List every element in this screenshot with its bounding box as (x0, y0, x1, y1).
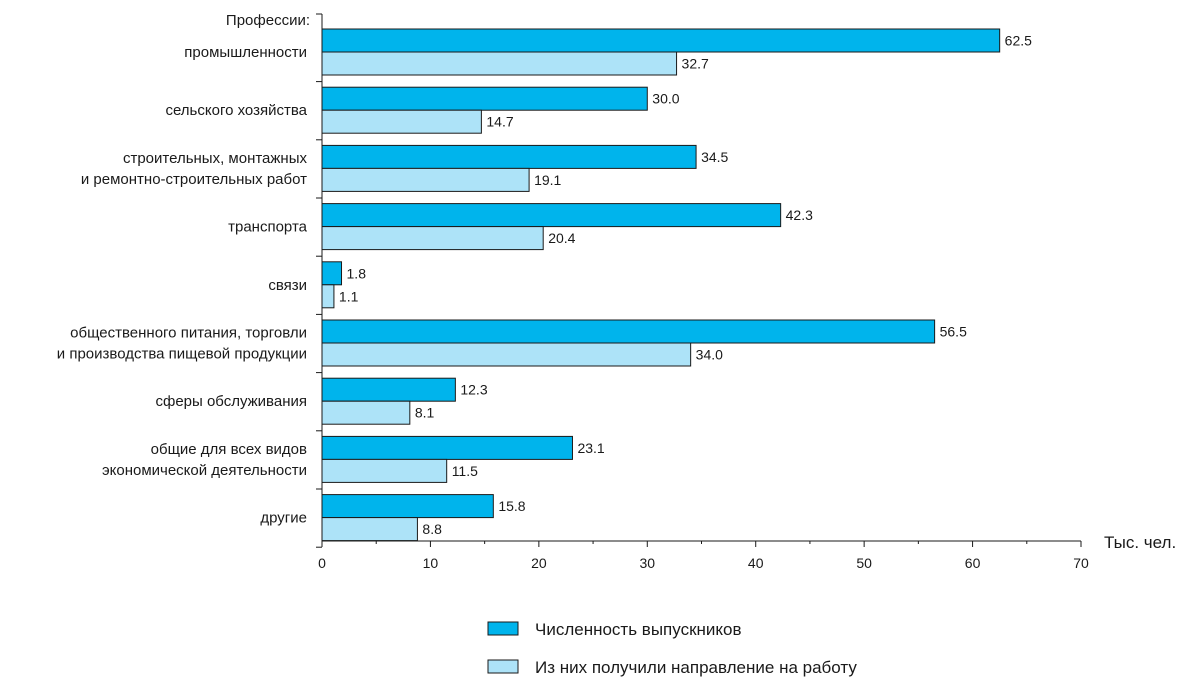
bar-series-1-3 (321, 144, 697, 169)
x-axis: 0 10 20 30 40 50 60 70 (316, 13, 1089, 571)
value-label-series-1-6: 56.5 (940, 324, 967, 340)
legend-label-2: Из них получили направление на работу (535, 658, 857, 677)
category-label-6-line-2: и производства пищевой продукции (57, 346, 307, 363)
bar-series-1-1 (321, 28, 1001, 53)
value-label-series-2-1: 32.7 (682, 56, 709, 72)
value-label-series-2-4: 20.4 (548, 230, 575, 246)
category-label-8-line-2: экономической деятельности (102, 462, 307, 479)
value-label-series-2-9: 8.8 (422, 521, 442, 537)
category-label-7: сферы обслуживания (155, 393, 307, 410)
bar-series-1-8 (321, 435, 573, 460)
value-label-series-1-5: 1.8 (347, 265, 367, 281)
legend: Численность выпускников Из них получили н… (487, 620, 857, 677)
category-label-6-line-1: общественного питания, торговли (70, 325, 307, 342)
category-label-5: связи (268, 277, 307, 294)
bar-series-2-2 (321, 109, 482, 134)
x-axis-unit: Тыс. чел. (1104, 533, 1176, 552)
x-tick-label-40: 40 (748, 555, 764, 571)
legend-swatch-1 (487, 621, 519, 636)
x-tick-label-10: 10 (423, 555, 439, 571)
category-label-2: сельского хозяйства (165, 102, 307, 119)
bar-series-1-7 (321, 377, 456, 402)
value-label-series-1-7: 12.3 (460, 382, 487, 398)
category-label-8-line-1: общие для всех видов (151, 441, 307, 458)
bar-series-2-7 (321, 400, 411, 425)
x-tick-label-30: 30 (639, 555, 655, 571)
x-tick-label-20: 20 (531, 555, 547, 571)
category-label-1: промышленности (184, 44, 307, 61)
value-label-series-2-6: 34.0 (696, 347, 723, 363)
bar-series-1-5 (321, 261, 343, 286)
x-tick-label-0: 0 (318, 555, 326, 571)
value-labels-group: 62.5 32.7 30.0 14.7 34.5 19.1 42.3 20.4 1.8 1.1 56… (339, 33, 1032, 538)
category-label-4: транспорта (228, 219, 308, 236)
x-tick-label-70: 70 (1073, 555, 1089, 571)
value-label-series-2-7: 8.1 (415, 405, 435, 421)
value-label-series-2-8: 11.5 (452, 463, 478, 479)
category-labels-group: промышленности сельского хозяйства строите… (57, 44, 308, 527)
value-label-series-2-5: 1.1 (339, 288, 359, 304)
bar-series-2-6 (321, 342, 692, 367)
value-label-series-2-3: 19.1 (534, 172, 561, 188)
bar-series-2-9 (321, 517, 418, 542)
legend-swatch-2 (487, 659, 519, 674)
value-label-series-1-9: 15.8 (498, 498, 525, 514)
x-tick-label-60: 60 (965, 555, 981, 571)
value-label-series-1-1: 62.5 (1005, 33, 1032, 49)
bar-series-2-4 (321, 226, 544, 251)
x-tick-label-50: 50 (856, 555, 872, 571)
bar-series-1-6 (321, 319, 936, 344)
category-label-9: другие (260, 510, 307, 527)
bar-series-2-8 (321, 458, 448, 483)
bar-series-1-9 (321, 494, 494, 519)
value-label-series-1-2: 30.0 (652, 91, 679, 107)
value-label-series-2-2: 14.7 (486, 114, 513, 130)
value-label-series-1-4: 42.3 (786, 207, 813, 223)
bar-series-2-5 (321, 284, 335, 309)
value-label-series-1-3: 34.5 (701, 149, 728, 165)
category-label-3-line-2: и ремонтно-строительных работ (81, 171, 307, 188)
category-label-3-line-1: строительных, монтажных (123, 150, 308, 167)
legend-label-1: Численность выпускников (535, 620, 742, 639)
bar-series-2-3 (321, 167, 530, 192)
bar-series-2-1 (321, 51, 678, 76)
bar-series-1-4 (321, 203, 782, 228)
bar-series-1-2 (321, 86, 648, 111)
group-header: Профессии: (226, 12, 310, 29)
value-label-series-1-8: 23.1 (577, 440, 604, 456)
